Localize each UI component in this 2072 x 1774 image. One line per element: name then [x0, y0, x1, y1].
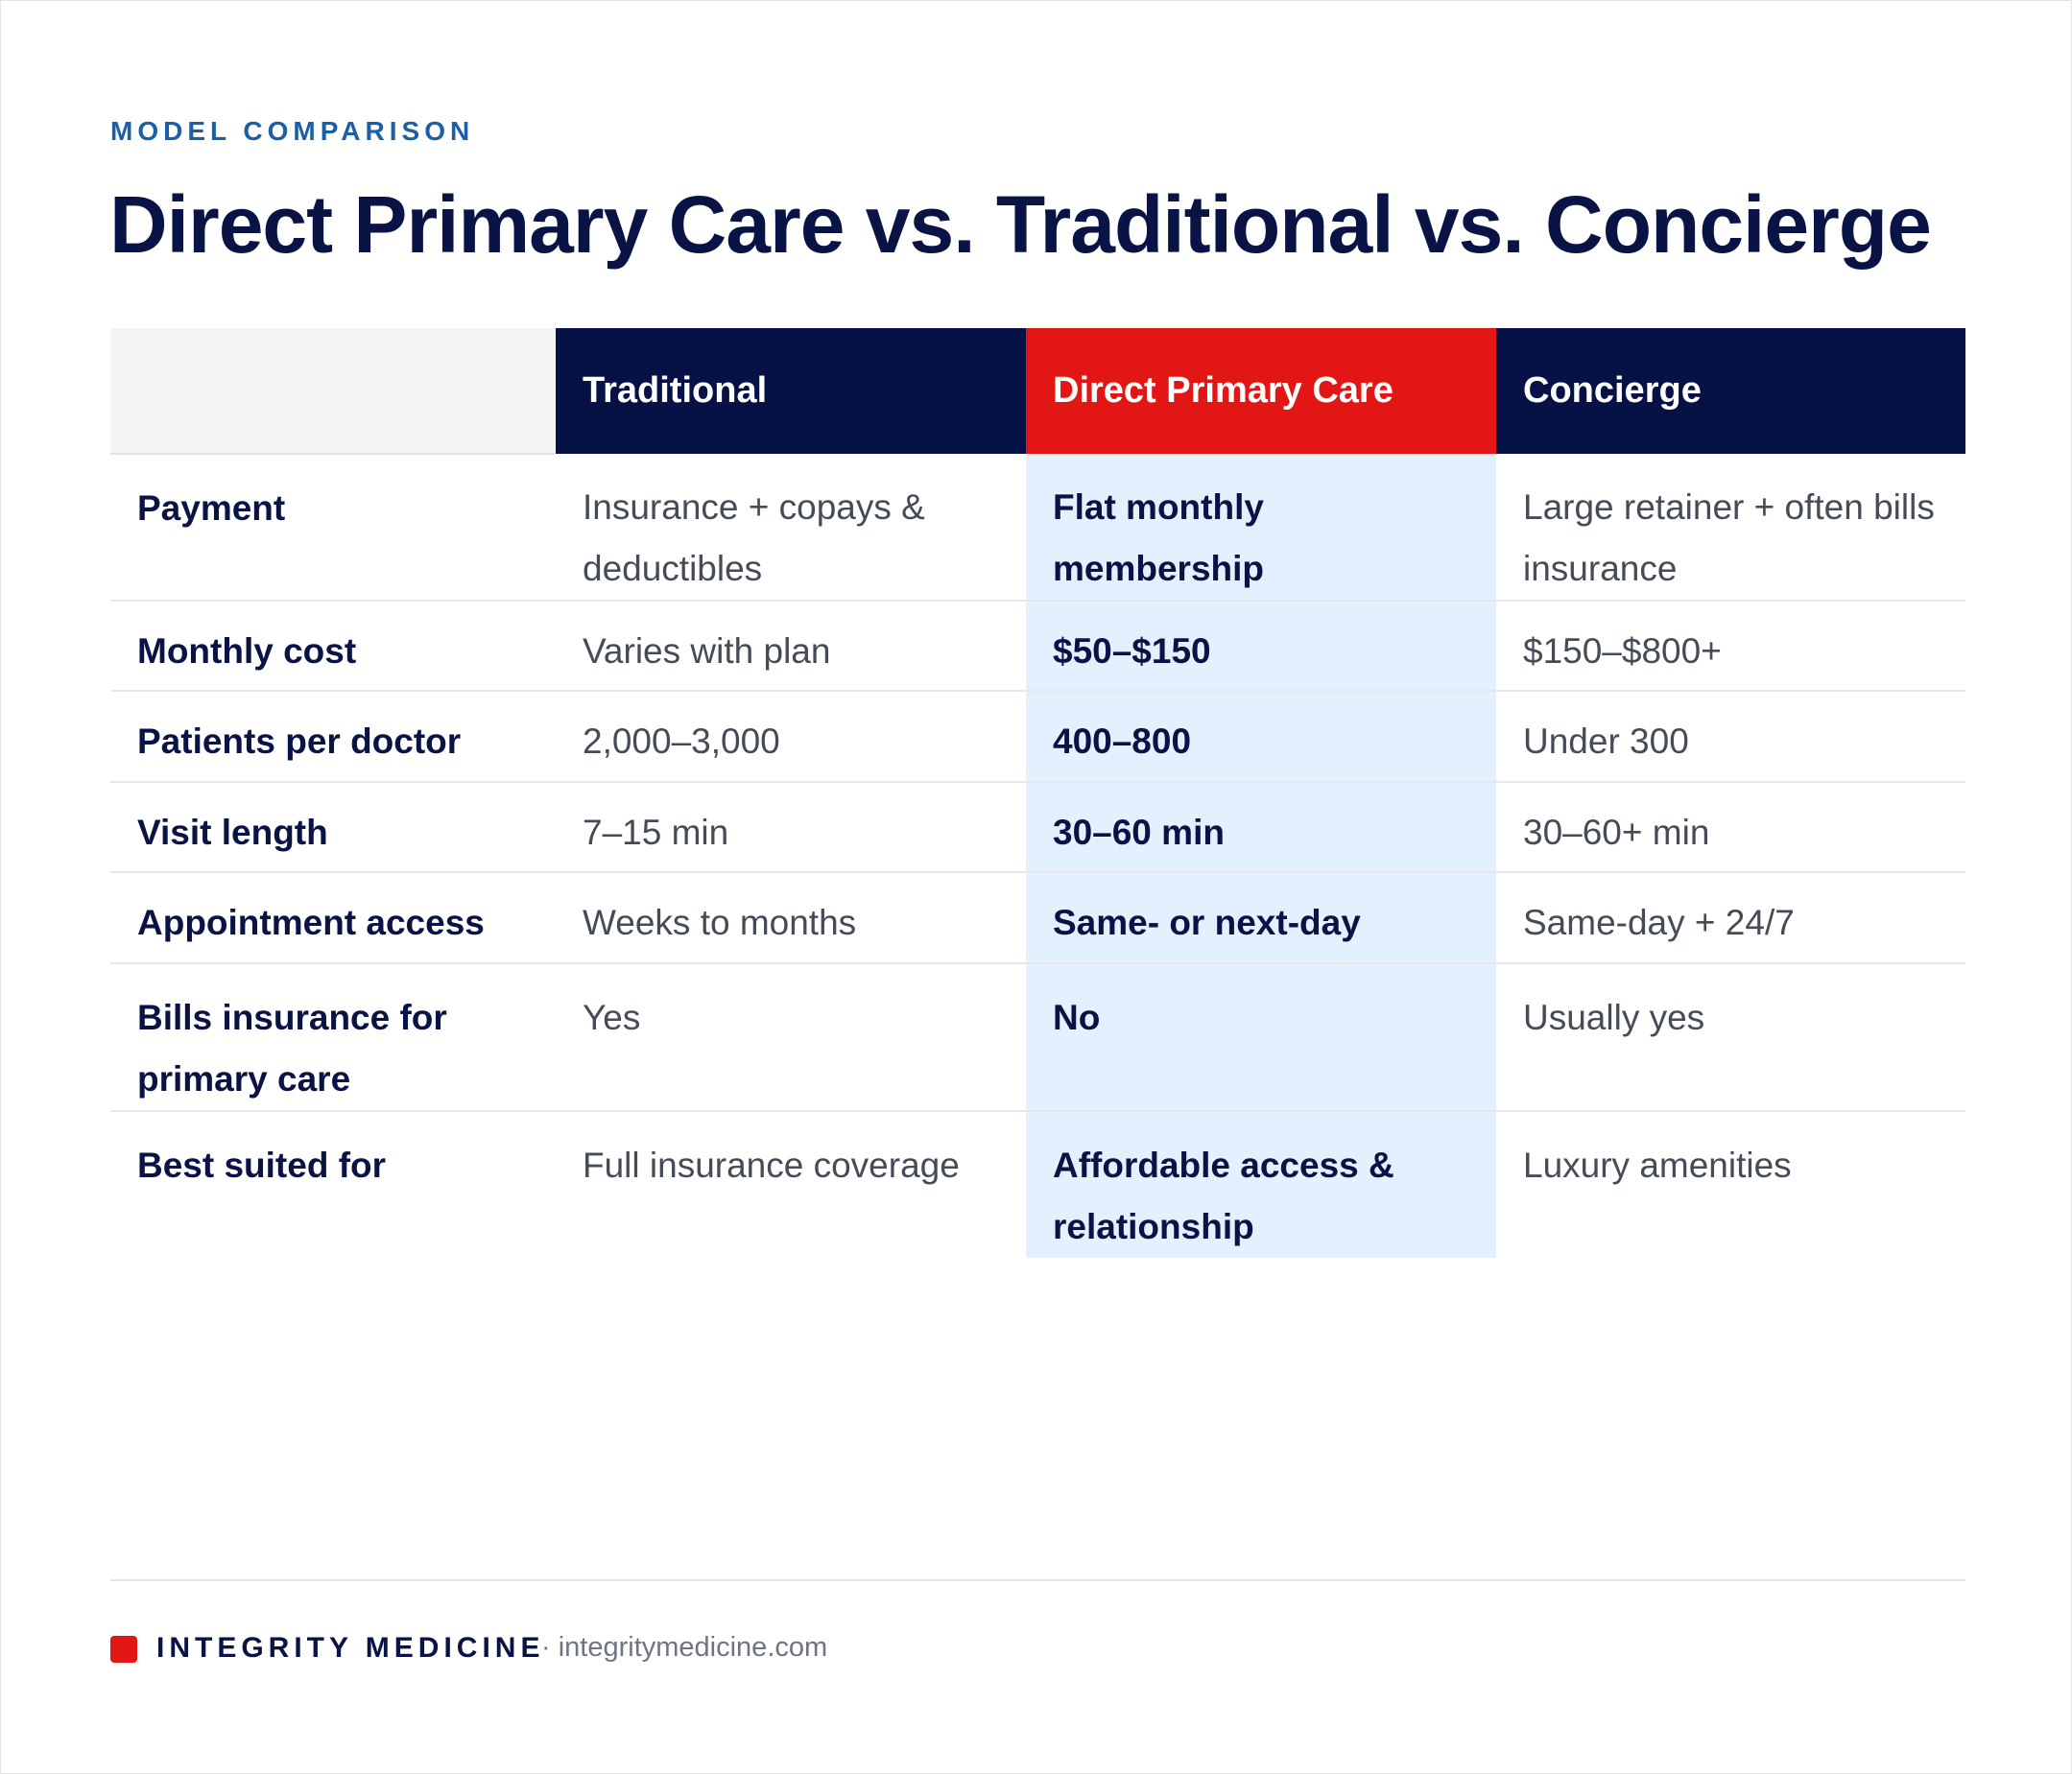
row-label: Visit length [110, 782, 556, 873]
cell-traditional: Insurance + copays & deductibles [556, 454, 1026, 602]
cell-direct-primary-care: Affordable access & relationship [1026, 1111, 1496, 1258]
row-label: Bills insurance for primary care [110, 963, 556, 1112]
cell-direct-primary-care: No [1026, 963, 1496, 1112]
brand-logo-icon [110, 1636, 137, 1663]
cell-traditional: Varies with plan [556, 601, 1026, 692]
footer-divider [110, 1579, 1965, 1581]
cell-concierge: Large retainer + often bills insurance [1496, 454, 1965, 602]
cell-traditional: Weeks to months [556, 872, 1026, 964]
cell-direct-primary-care: $50–$150 [1026, 601, 1496, 692]
row-label: Patients per doctor [110, 691, 556, 783]
cell-traditional: Full insurance coverage [583, 1146, 960, 1185]
cell-direct-primary-care: 400–800 [1026, 691, 1496, 783]
cell-traditional: 7–15 min [556, 782, 1026, 873]
page-title: Direct Primary Care vs. Traditional vs. … [109, 179, 1932, 270]
cell-concierge: $150–$800+ [1496, 601, 1965, 692]
table-row: Best suited for Full insurance coverage … [110, 1111, 1965, 1258]
cell-concierge: Same-day + 24/7 [1496, 872, 1965, 964]
header-concierge: Concierge [1496, 328, 1965, 454]
row-label: Appointment access [110, 872, 556, 964]
table-row: Visit length 7–15 min 30–60 min 30–60+ m… [110, 782, 1965, 873]
table-header-row: Traditional Direct Primary Care Concierg… [110, 328, 1965, 455]
cell-concierge: 30–60+ min [1496, 782, 1965, 873]
header-traditional: Traditional [556, 328, 1026, 454]
table-row: Appointment access Weeks to months Same-… [110, 872, 1965, 964]
table-row: Monthly cost Varies with plan $50–$150 $… [110, 601, 1965, 692]
header-blank-cell [110, 328, 556, 455]
cell-traditional: 2,000–3,000 [556, 691, 1026, 783]
brand-name: INTEGRITY MEDICINE [156, 1632, 545, 1664]
table-row: Bills insurance for primary care Yes No … [110, 963, 1965, 1112]
row-label: Payment [110, 454, 556, 602]
cell-direct-primary-care: Flat monthly membership [1026, 454, 1496, 602]
cell-direct-primary-care: 30–60 min [1026, 782, 1496, 873]
cell-direct-primary-care: Same- or next-day [1026, 872, 1496, 964]
eyebrow-label: MODEL COMPARISON [110, 116, 475, 146]
row-label: Best suited for [137, 1146, 387, 1185]
table-row: Patients per doctor 2,000–3,000 400–800 … [110, 691, 1965, 783]
cell-traditional: Yes [556, 963, 1026, 1112]
brand-url: · integritymedicine.com [541, 1632, 828, 1663]
row-label: Monthly cost [110, 601, 556, 692]
cell-concierge: Luxury amenities [1523, 1146, 1792, 1185]
comparison-table: Traditional Direct Primary Care Concierg… [110, 328, 1965, 1258]
cell-concierge: Under 300 [1496, 691, 1965, 783]
header-direct-primary-care: Direct Primary Care [1026, 328, 1496, 454]
cell-concierge: Usually yes [1496, 963, 1965, 1112]
table-row: Payment Insurance + copays & deductibles… [110, 454, 1965, 602]
